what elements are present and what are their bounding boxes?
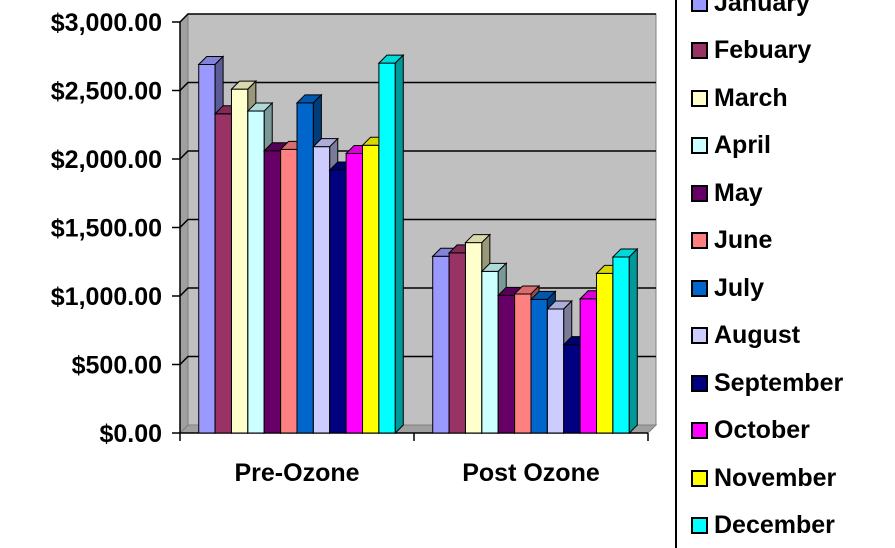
legend-label: June bbox=[714, 226, 773, 254]
legend-label: March bbox=[714, 83, 788, 112]
chart-legend: January Febuary March April May June July Augus… bbox=[675, 0, 895, 548]
bar-front bbox=[198, 63, 216, 434]
legend-item: August bbox=[691, 321, 800, 351]
y-tick-label: $2,500.00 bbox=[51, 78, 162, 106]
legend-label: Febuary bbox=[714, 36, 812, 64]
gridline bbox=[179, 150, 656, 160]
legend-swatch bbox=[691, 517, 708, 534]
gridline bbox=[179, 13, 656, 23]
legend-label: October bbox=[714, 416, 810, 444]
y-tick-label: $1,500.00 bbox=[51, 215, 162, 243]
legend-label: May bbox=[714, 178, 763, 207]
legend-label: September bbox=[714, 368, 844, 397]
bar-front bbox=[514, 293, 532, 434]
bar-front bbox=[362, 144, 380, 434]
bar-front bbox=[530, 298, 548, 434]
legend-swatch bbox=[691, 279, 708, 297]
legend-swatch bbox=[691, 232, 708, 249]
bar-front bbox=[247, 110, 265, 434]
bar-front bbox=[448, 252, 466, 434]
legend-label: April bbox=[714, 131, 771, 159]
legend-item: October bbox=[691, 416, 810, 446]
legend-item: January bbox=[691, 0, 810, 18]
legend-label: November bbox=[714, 463, 837, 492]
bar bbox=[611, 247, 639, 435]
legend-swatch bbox=[691, 184, 708, 202]
bar bbox=[377, 53, 405, 435]
bar-side bbox=[628, 247, 638, 435]
gridline bbox=[179, 218, 656, 229]
legend-label: January bbox=[714, 0, 810, 17]
legend-item: Febuary bbox=[691, 36, 811, 66]
bar-side bbox=[394, 53, 404, 435]
legend-swatch bbox=[691, 42, 708, 59]
bar-front bbox=[312, 146, 331, 434]
legend-item: September bbox=[691, 368, 843, 398]
bar-front bbox=[378, 62, 396, 434]
legend-item: November bbox=[691, 463, 836, 493]
legend-swatch bbox=[691, 374, 708, 392]
legend-label: August bbox=[714, 321, 801, 349]
legend-item: March bbox=[691, 83, 788, 113]
gridline bbox=[179, 81, 656, 92]
x-category-label: Post Ozone bbox=[462, 459, 600, 487]
legend-swatch bbox=[691, 137, 708, 154]
y-tick-label: $1,000.00 bbox=[51, 283, 162, 311]
bar-front bbox=[345, 153, 364, 434]
legend-item: June bbox=[691, 226, 772, 256]
bar-front bbox=[612, 256, 630, 434]
bar-front bbox=[296, 102, 314, 434]
bar-front bbox=[464, 242, 483, 434]
x-category-label: Pre-Ozone bbox=[234, 459, 359, 487]
legend-swatch bbox=[691, 469, 708, 487]
bar-front bbox=[563, 344, 581, 434]
bar-front bbox=[263, 150, 282, 434]
legend-swatch bbox=[691, 89, 708, 107]
legend-item: May bbox=[691, 178, 763, 208]
legend-item: December bbox=[691, 511, 835, 541]
bar-front bbox=[230, 88, 249, 434]
bar-front bbox=[481, 270, 499, 434]
bar-front bbox=[329, 169, 347, 434]
y-tick-label: $3,000.00 bbox=[51, 9, 162, 37]
legend-item: July bbox=[691, 273, 764, 303]
legend-item: April bbox=[691, 131, 771, 161]
y-tick-label: $500.00 bbox=[72, 352, 162, 380]
legend-swatch bbox=[691, 327, 708, 344]
y-tick-label: $0.00 bbox=[99, 420, 162, 448]
bar-front bbox=[579, 298, 598, 434]
bar-front bbox=[214, 113, 232, 434]
bar-front bbox=[497, 294, 516, 434]
bar-front bbox=[546, 308, 565, 434]
bar-front bbox=[280, 148, 298, 434]
legend-label: December bbox=[714, 511, 835, 539]
bar-front bbox=[432, 255, 450, 434]
legend-label: July bbox=[714, 273, 765, 302]
legend-swatch bbox=[691, 0, 708, 12]
bar-chart: $0.00 $500.00 $1,000.00 $1,500.00 $2,000.00 $… bbox=[51, 9, 658, 487]
bar-front bbox=[596, 272, 614, 434]
y-tick-label: $2,000.00 bbox=[51, 146, 162, 174]
legend-swatch bbox=[691, 422, 708, 439]
